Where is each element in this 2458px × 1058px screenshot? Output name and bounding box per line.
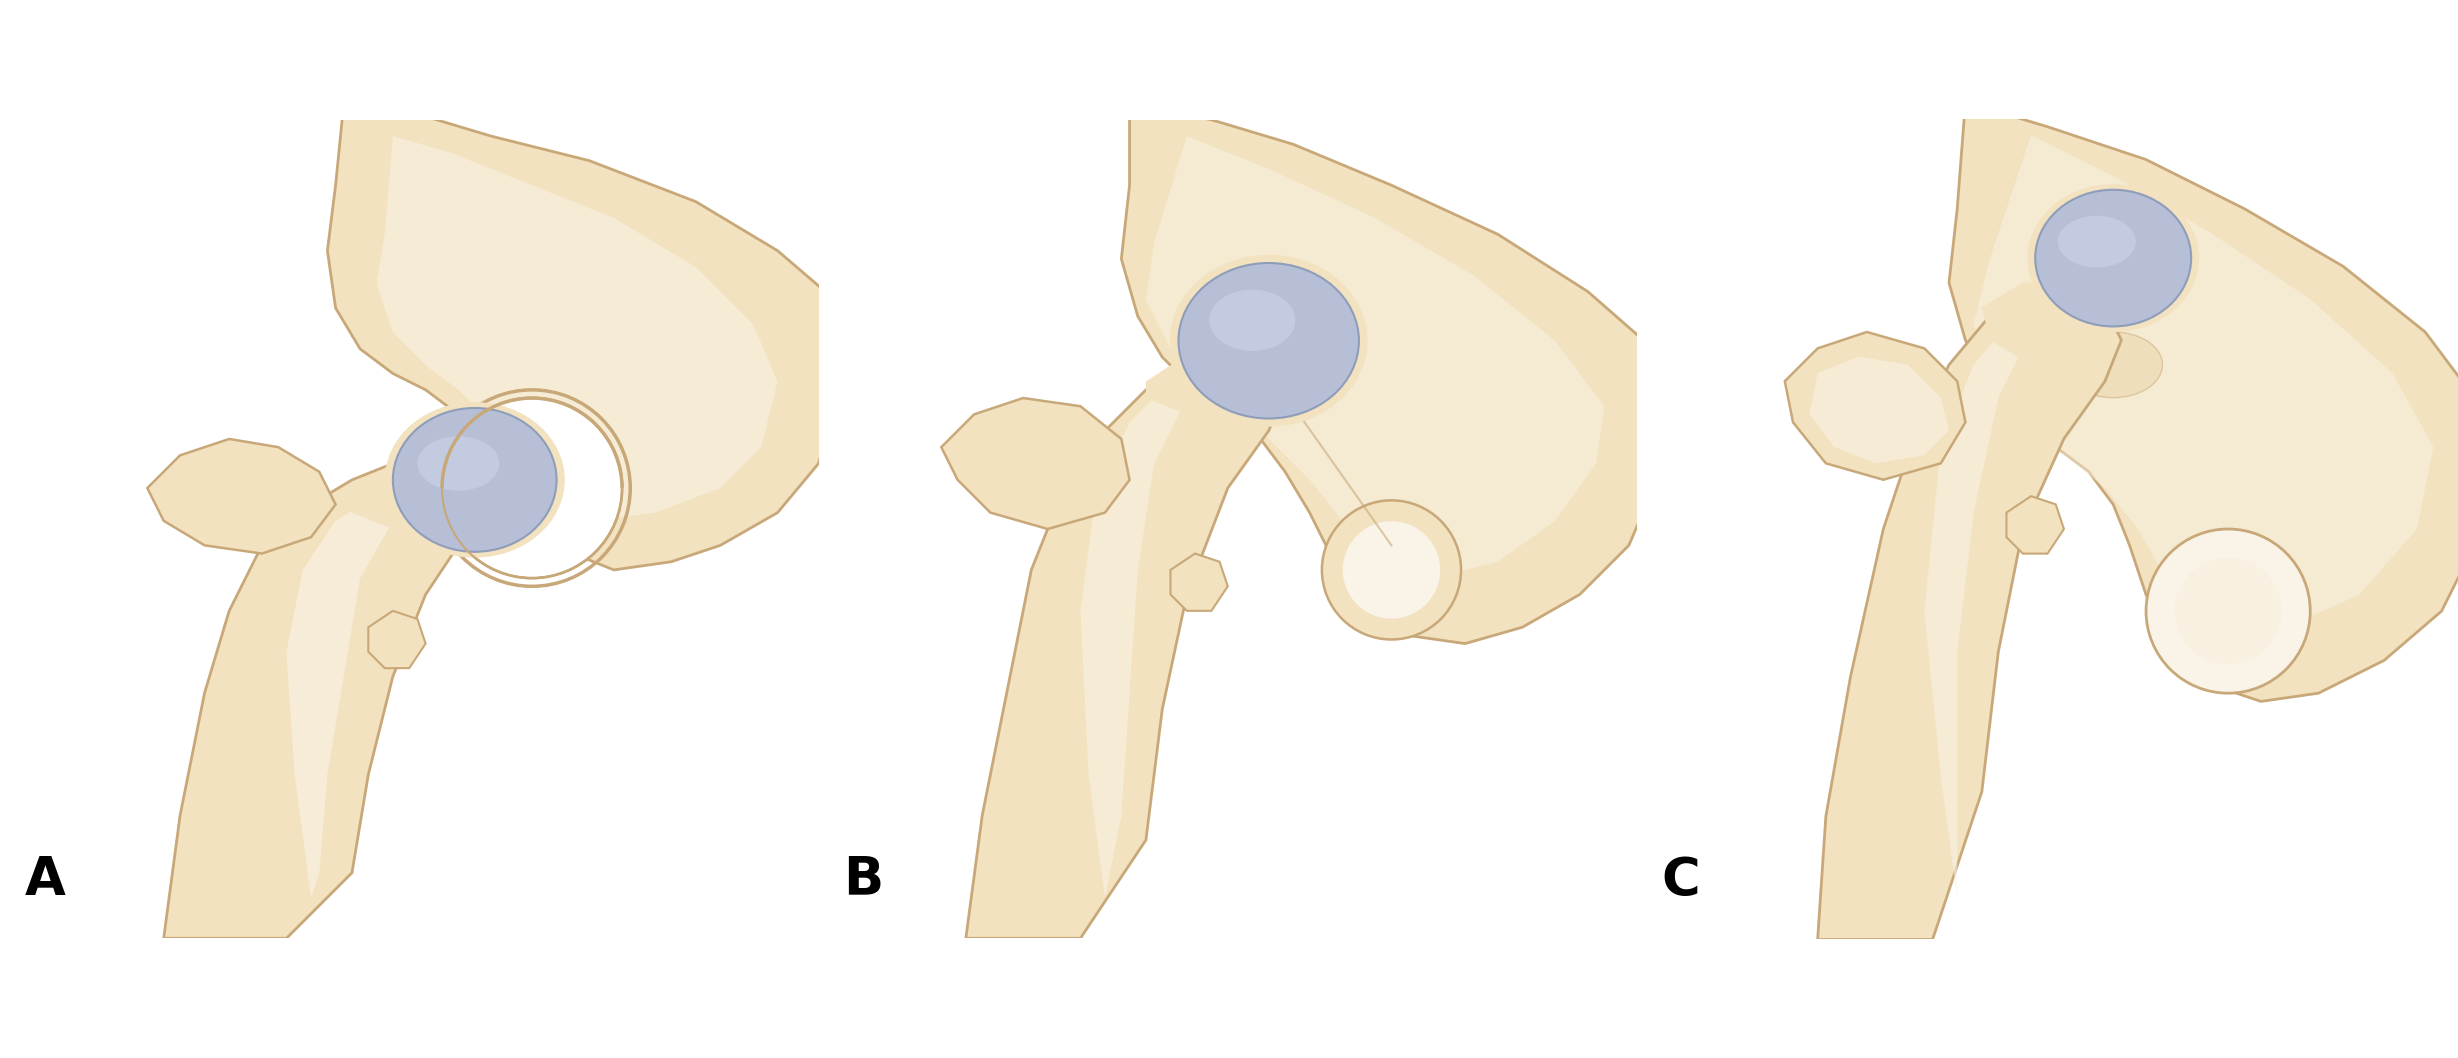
- Ellipse shape: [2065, 332, 2163, 398]
- PathPatch shape: [147, 439, 337, 553]
- Ellipse shape: [1177, 263, 1359, 419]
- Ellipse shape: [1249, 352, 1337, 412]
- PathPatch shape: [369, 610, 425, 669]
- PathPatch shape: [1974, 135, 2433, 627]
- PathPatch shape: [1925, 299, 2055, 898]
- Circle shape: [2175, 558, 2281, 664]
- PathPatch shape: [2006, 496, 2065, 553]
- Ellipse shape: [1170, 255, 1367, 426]
- Ellipse shape: [418, 436, 499, 491]
- PathPatch shape: [1145, 349, 1276, 422]
- Ellipse shape: [1209, 290, 1295, 351]
- Ellipse shape: [393, 408, 556, 552]
- PathPatch shape: [1809, 357, 1949, 463]
- PathPatch shape: [1949, 102, 2458, 701]
- Ellipse shape: [2057, 216, 2136, 268]
- Circle shape: [2146, 529, 2311, 693]
- Text: B: B: [843, 854, 882, 906]
- PathPatch shape: [966, 358, 1286, 938]
- Circle shape: [442, 398, 622, 578]
- PathPatch shape: [1816, 291, 2121, 940]
- PathPatch shape: [1170, 553, 1229, 610]
- Ellipse shape: [2035, 189, 2190, 327]
- Text: C: C: [1662, 855, 1701, 907]
- PathPatch shape: [327, 104, 836, 570]
- PathPatch shape: [1145, 136, 1605, 578]
- PathPatch shape: [288, 488, 408, 897]
- PathPatch shape: [1082, 365, 1212, 897]
- Text: A: A: [25, 854, 66, 906]
- PathPatch shape: [1785, 332, 1966, 479]
- PathPatch shape: [941, 398, 1131, 529]
- PathPatch shape: [351, 455, 492, 537]
- Circle shape: [1342, 522, 1440, 619]
- Ellipse shape: [386, 402, 565, 558]
- PathPatch shape: [1121, 104, 1654, 643]
- PathPatch shape: [376, 136, 777, 521]
- PathPatch shape: [165, 463, 474, 938]
- Ellipse shape: [2028, 184, 2200, 332]
- Circle shape: [1322, 500, 1460, 639]
- PathPatch shape: [1981, 282, 2114, 365]
